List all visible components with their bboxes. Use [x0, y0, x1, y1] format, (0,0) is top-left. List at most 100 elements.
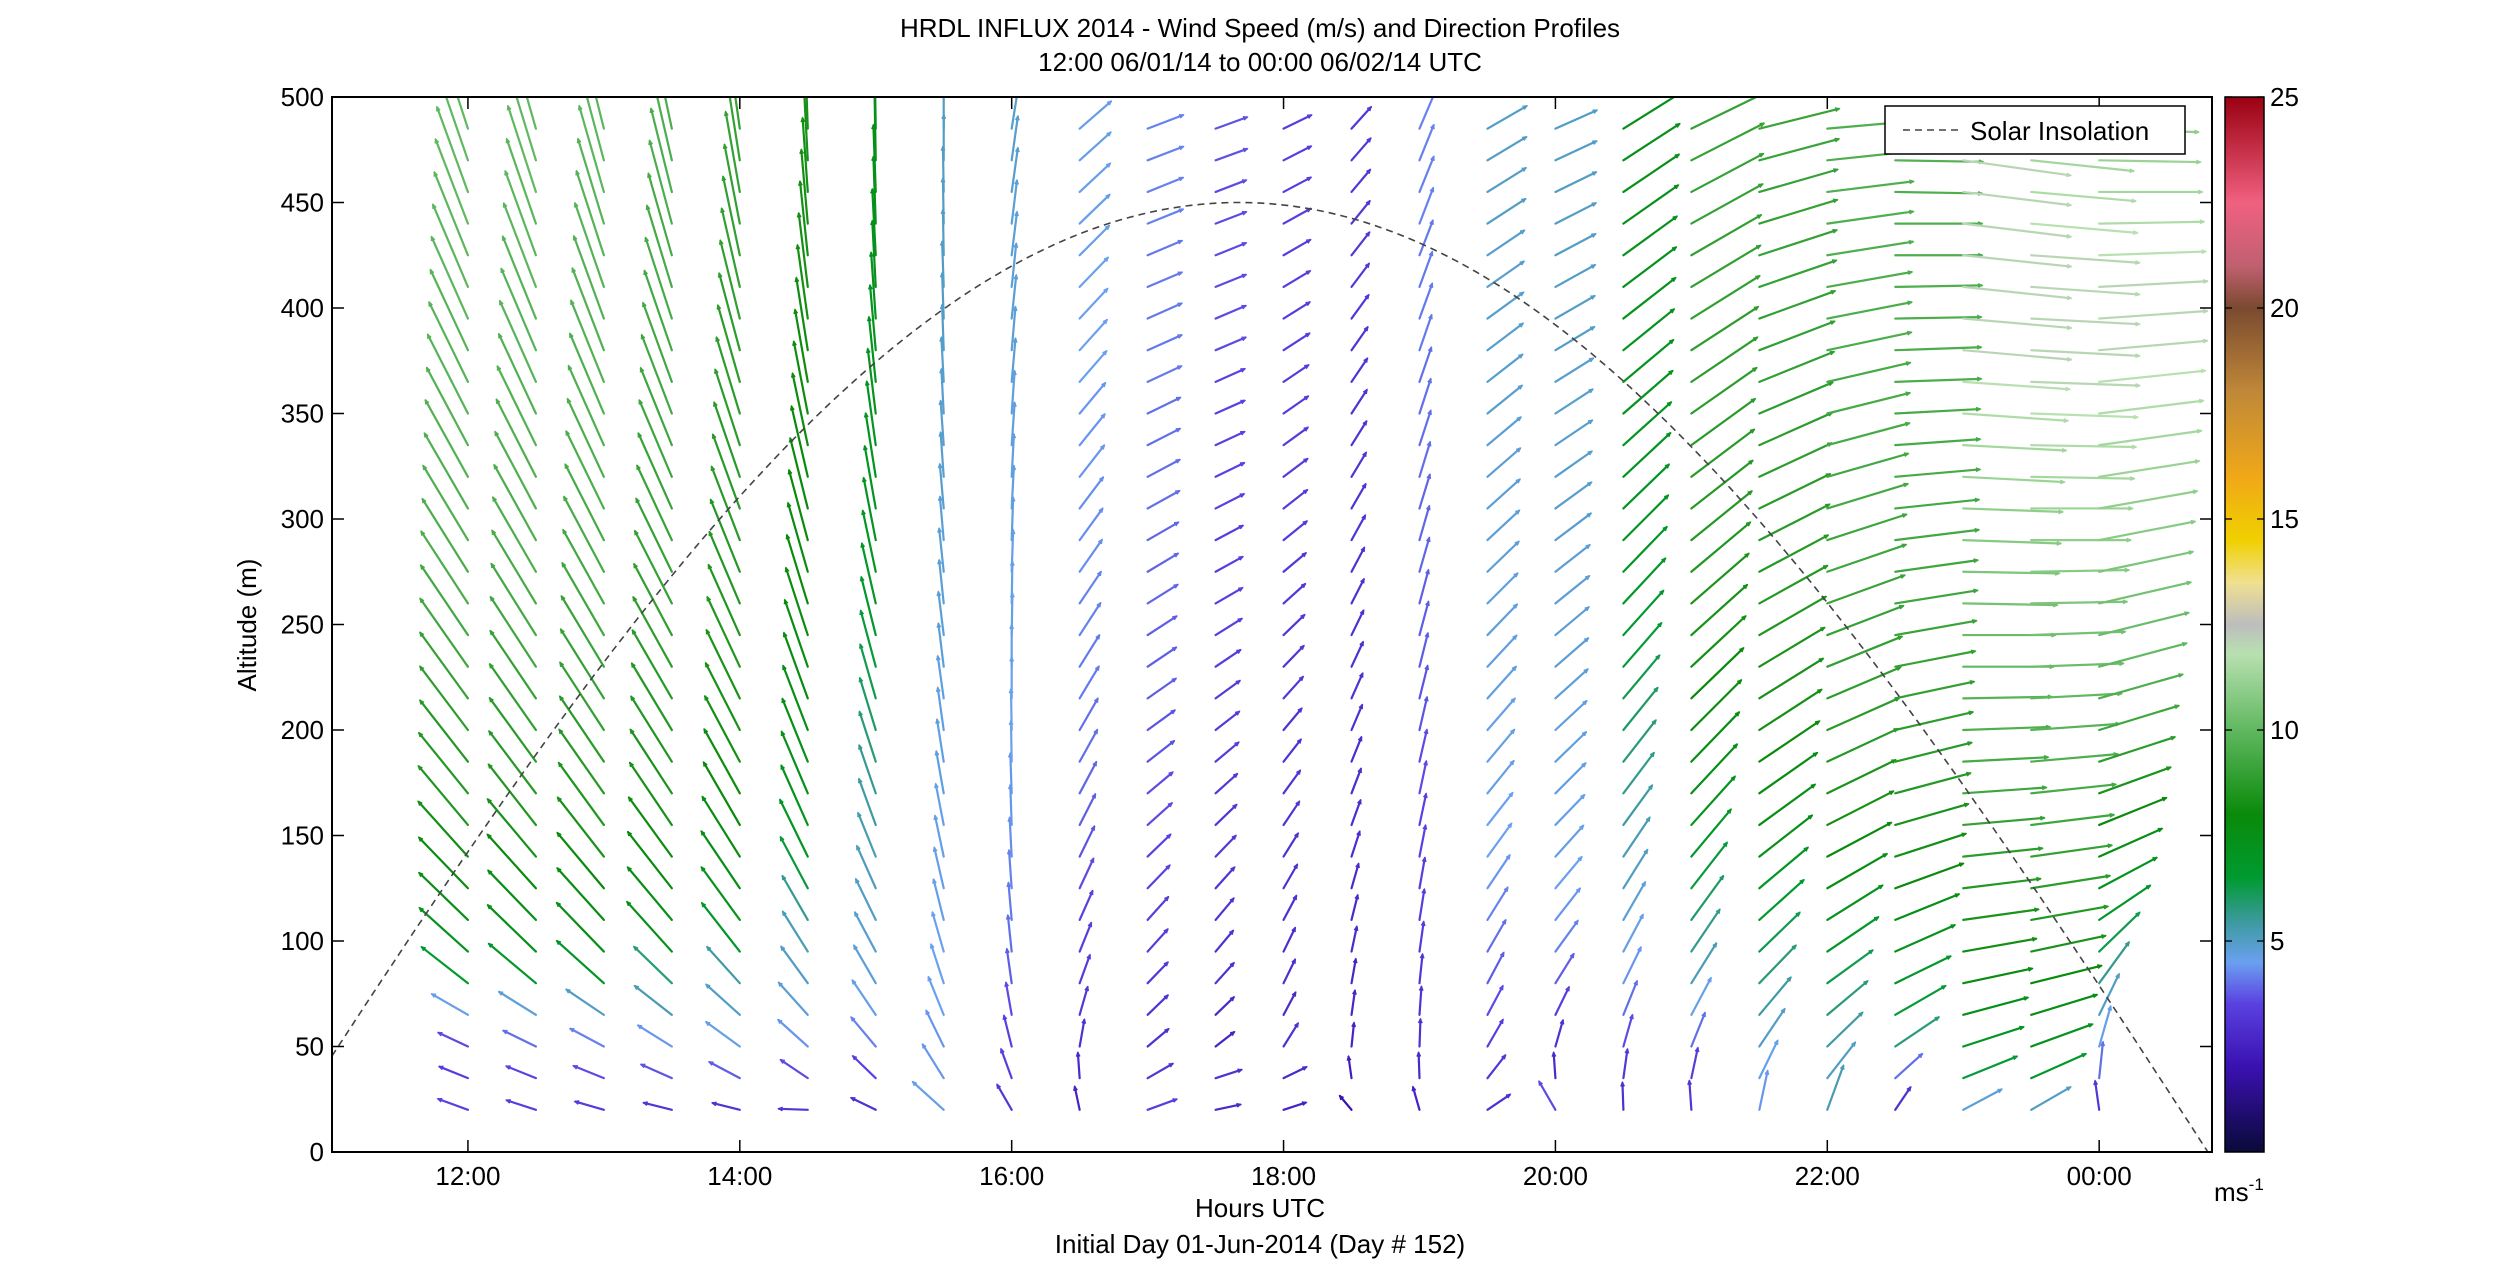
wind-vector-head [1014, 210, 1019, 217]
wind-vector-head [1423, 695, 1429, 702]
wind-vector-head [1096, 570, 1102, 577]
wind-vector-head [1750, 398, 1757, 404]
wind-vector-head [1503, 886, 1509, 892]
wind-vector [2030, 159, 2135, 173]
wind-vector-head [1517, 384, 1524, 390]
wind-vector [1000, 1048, 1013, 1080]
wind-vector-head [1791, 944, 1797, 950]
wind-vector [1282, 958, 1297, 985]
wind-vector [430, 993, 470, 1016]
wind-vector [433, 171, 470, 257]
wind-vector-head [1232, 772, 1239, 779]
wind-vector [1554, 140, 1598, 162]
wind-vector-head [1306, 176, 1313, 182]
wind-vector-head [1338, 1094, 1344, 1101]
wind-vector-head [711, 433, 717, 439]
wind-vector-head [496, 365, 502, 371]
wind-vector [489, 596, 538, 668]
wind-vector-head [510, 42, 513, 46]
wind-vector [862, 477, 877, 542]
wind-vector [564, 463, 605, 542]
wind-vector [1826, 240, 1914, 257]
wind-vector-head [1510, 728, 1516, 735]
wind-vector [713, 401, 741, 478]
wind-vector [1894, 680, 1975, 700]
wind-vector-head [635, 497, 640, 503]
wind-vector [1350, 483, 1367, 510]
wind-vector-head [486, 904, 493, 910]
wind-vector [504, 170, 538, 257]
wind-vector [1146, 740, 1175, 763]
wind-vector [559, 628, 605, 700]
wind-vector-head [1745, 521, 1752, 527]
wind-vector-head [627, 796, 633, 802]
wind-vector-head [495, 398, 501, 404]
wind-vector-head [2058, 509, 2065, 515]
wind-vector [1078, 1018, 1086, 1048]
wind-vector [418, 836, 470, 890]
wind-vector [1214, 1103, 1242, 1111]
wind-vector [714, 368, 741, 447]
wind-vector [798, 180, 809, 257]
wind-vector [1146, 1098, 1178, 1111]
wind-vector-head [1177, 334, 1184, 339]
wind-vector [1214, 524, 1244, 542]
y-tick-label: 350 [281, 399, 324, 429]
wind-vector [487, 763, 538, 827]
wind-vector [1282, 675, 1304, 700]
wind-vector-head [1238, 524, 1245, 530]
x-tick-label: 00:00 [2067, 1161, 2132, 1191]
wind-vector [850, 1096, 877, 1111]
colorbar-bar [2224, 96, 2265, 1153]
wind-vector-head [1901, 543, 1908, 549]
x-tick-label: 20:00 [1523, 1161, 1588, 1191]
wind-vector-head [853, 944, 858, 950]
wind-vector-head [1100, 412, 1106, 419]
wind-vector-head [2202, 338, 2209, 344]
wind-vector [1554, 953, 1575, 985]
wind-vector [1690, 647, 1745, 700]
wind-vector-head [1970, 649, 1977, 655]
wind-vector [1962, 877, 2042, 890]
wind-vector [2098, 766, 2172, 795]
wind-vector [1146, 646, 1178, 668]
wind-vector [1622, 463, 1670, 510]
wind-vector-head [1291, 926, 1296, 933]
wind-vector [1282, 207, 1312, 225]
wind-vector [632, 596, 673, 668]
wind-vector-head [864, 380, 870, 386]
wind-vector [939, 431, 945, 478]
wind-vector [1350, 389, 1368, 415]
wind-vector [1962, 996, 2029, 1016]
wind-vector [2098, 704, 2180, 732]
wind-vector-head [1014, 146, 1020, 153]
wind-vector-head [1741, 615, 1747, 621]
wind-vector [1214, 866, 1236, 890]
colorbar-tick-label: 25 [2270, 82, 2299, 112]
wind-vector-head [504, 169, 509, 176]
wind-vector [795, 277, 809, 352]
wind-vector-head [707, 563, 713, 570]
wind-vector [1486, 291, 1525, 320]
legend-label: Solar Insolation [1970, 116, 2149, 146]
wind-vector [870, 251, 877, 320]
wind-vector [723, 143, 741, 225]
wind-vector-head [430, 993, 437, 998]
wind-vector [1010, 274, 1018, 320]
wind-vector [1894, 528, 1980, 542]
wind-vector-head [565, 429, 571, 436]
wind-vector-head [1569, 952, 1575, 959]
wind-vector [1554, 668, 1589, 700]
wind-vector [1214, 1068, 1243, 1080]
wind-vector-head [1786, 976, 1792, 982]
wind-vector [626, 900, 673, 953]
wind-vector-head [1905, 361, 1912, 366]
wind-vector-head [1095, 633, 1101, 640]
wind-vector [1418, 187, 1435, 225]
wind-vector [1350, 231, 1371, 257]
wind-vector [1010, 179, 1019, 225]
wind-vector-head [782, 631, 788, 638]
wind-vector [860, 542, 877, 605]
wind-vector [853, 944, 877, 985]
wind-vector-head [1097, 538, 1103, 545]
